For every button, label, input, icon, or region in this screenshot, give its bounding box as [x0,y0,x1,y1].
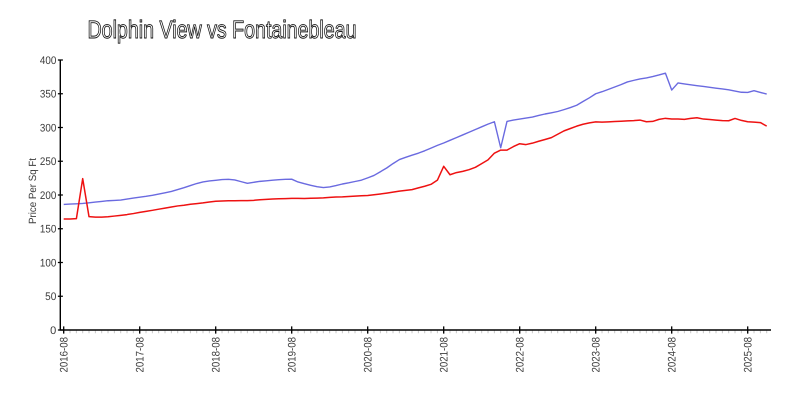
svg-text:400: 400 [40,55,56,67]
svg-text:200: 200 [40,190,56,202]
svg-text:2024-08: 2024-08 [667,337,679,373]
svg-text:Price Per Sq Ft: Price Per Sq Ft [27,158,39,224]
svg-text:250: 250 [40,156,56,168]
svg-text:2018-08: 2018-08 [211,337,223,373]
svg-text:50: 50 [45,291,56,303]
svg-text:2022-08: 2022-08 [515,337,527,373]
svg-text:2017-08: 2017-08 [135,337,147,373]
svg-text:2019-08: 2019-08 [287,337,299,373]
svg-text:Dolphin View vs Fontainebleau: Dolphin View vs Fontainebleau [88,16,357,44]
svg-text:2021-08: 2021-08 [439,337,451,373]
svg-text:2020-08: 2020-08 [363,337,375,373]
svg-text:2016-08: 2016-08 [59,337,71,373]
svg-text:2025-08: 2025-08 [743,337,755,373]
svg-text:2023-08: 2023-08 [591,337,603,373]
svg-text:150: 150 [40,224,56,236]
svg-text:350: 350 [40,89,56,101]
svg-text:300: 300 [40,122,56,134]
svg-text:100: 100 [40,257,56,269]
svg-text:0: 0 [50,325,56,337]
